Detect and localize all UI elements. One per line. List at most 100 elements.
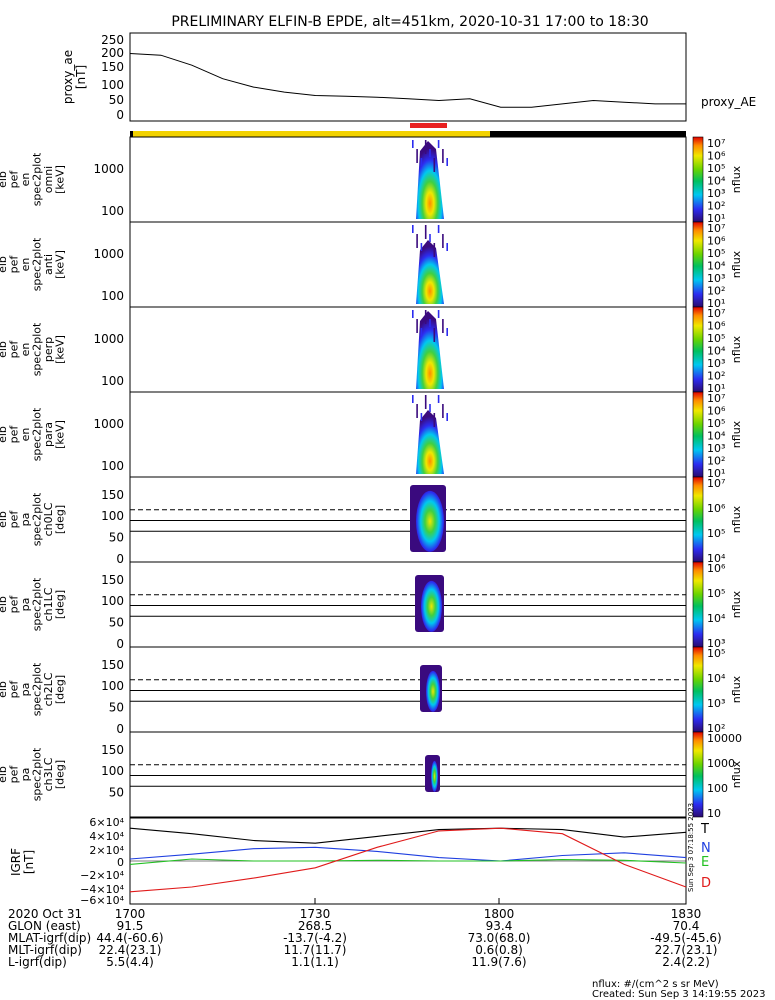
panel-ylabel-line: omni [42,166,55,193]
ae-ytick: 0 [116,108,124,122]
spectrogram-streak [442,234,444,248]
colorbar-tick: 10⁴ [707,345,726,358]
colorbar [692,391,704,478]
colorbar-label: nflux [730,760,743,788]
colorbar-tick: 10¹ [707,212,725,225]
spectrogram-streak [442,149,444,163]
pitch-angle-spectrograms: 150100500elbpefpaspec2plotch0LC[deg]10⁷1… [0,476,743,820]
spectrogram-streak [429,234,431,242]
colorbar-tick: 10⁷ [707,477,725,490]
colorbar-tick: 10⁵ [707,527,725,540]
energy-panel-1: 1000100elbpefenspec2plotanti[keV]10⁷10⁶1… [0,221,743,310]
xaxis-value: 1.1(1.1) [291,955,339,969]
colorbar-tick: 10⁶ [707,320,726,333]
spectrogram-streak [424,140,427,154]
xaxis-value: 93.4 [486,919,513,933]
colorbar-tick: 10⁶ [707,405,726,418]
colorbar-tick: 10⁵ [707,647,725,660]
panel-ylabel-line: pef [8,170,21,189]
spectrogram-streak [437,225,440,233]
ae-ytick: 100 [101,78,124,92]
spectrogram-flux [416,141,444,219]
spectrogram-streak [437,310,440,318]
colorbar-tick: 1000 [707,757,735,770]
colorbar-tick: 10⁴ [707,552,726,565]
spectrogram-streak [424,395,427,409]
panel-ylabel-line: spec2plot [31,492,44,546]
xaxis-value: 73.0(68.0) [468,931,531,945]
spectrogram-streak [442,404,444,418]
xaxis-value: 22.4(23.1) [99,943,162,957]
panel-frame [129,136,687,223]
ae-ytick: 50 [109,93,124,107]
spectrogram-streak [420,413,423,421]
colorbar-tick: 10³ [707,357,725,370]
colorbar-tick: 10 [707,807,721,820]
pa-ytick: 100 [101,764,124,778]
xaxis-row-label: MLAT-igrf(dip) [8,931,91,945]
panel-frame [129,391,687,478]
xaxis-value: 0.6(0.8) [475,943,523,957]
panel-ylabel-line: pef [8,595,21,614]
panel-ylabel-line: elb [0,341,9,358]
panel-ylabel-line: en [19,343,32,357]
spectrogram-streak [429,404,431,412]
pa-ytick: 50 [109,531,124,545]
energy-ytick: 1000 [93,332,124,346]
panel-ylabel-line: pef [8,765,21,784]
ae-ytick: 250 [101,33,124,47]
pa-ytick: 150 [101,488,124,502]
panel-ylabel-line: [keV] [54,335,67,364]
igrf-ylabel-line-1: IGRF [9,848,23,876]
energy-ytick: 100 [101,459,124,473]
energy-panel-0: 1000100elbpefenspec2plotomni[keV]10⁷10⁶1… [0,136,743,225]
panel-ylabel-line: elb [0,256,9,273]
colorbar-tick: 10⁶ [707,235,726,248]
panel-ylabel-line: elb [0,511,9,528]
spectrogram-flux [416,240,444,304]
xaxis-row-label: MLT-igrf(dip) [8,943,82,957]
colorbar-tick: 10¹ [707,382,725,395]
colorbar-tick: 10⁷ [707,392,725,405]
pa-ytick: 0 [116,637,124,651]
energy-ytick: 1000 [93,162,124,176]
colorbar-label: nflux [730,165,743,193]
spectrogram-streak [416,234,418,248]
spectrogram-streak [412,310,414,318]
panel-frame [129,646,687,733]
eclipse-bar [490,131,686,137]
spectrogram-streak [433,413,436,427]
igrf-legend-n: N [701,841,711,856]
xaxis-value: 1830 [671,907,702,921]
panel-ylabel-line: [deg] [54,675,67,704]
igrf-ytick: 0 [117,856,124,869]
spectrogram-streak [446,158,448,166]
panel-ylabel-line: pef [8,340,21,359]
igrf-ylabel-line-2: [nT] [22,850,36,874]
energy-panel-2: 1000100elbpefenspec2plotperp[keV]10⁷10⁶1… [0,306,743,395]
panel-frame [129,731,687,818]
pa-ytick: 100 [101,679,124,693]
energy-spectrograms: 1000100elbpefenspec2plotomni[keV]10⁷10⁶1… [0,136,743,480]
colorbar-tick: 10⁴ [707,672,726,685]
xaxis-row-label: L-igrf(dip) [8,955,67,969]
panel-ylabel-line: pa [19,768,32,782]
energy-panel-3: 1000100elbpefenspec2plotpara[keV]10⁷10⁶1… [0,391,743,480]
panel-ylabel-line: pa [19,513,32,527]
panel-frame [129,221,687,308]
panel-frame [129,476,687,563]
panel-ylabel-line: ch3LC [42,757,55,791]
pa-ytick: 150 [101,658,124,672]
spectrogram-streak [446,413,448,421]
xaxis-value: -49.5(-45.6) [650,931,721,945]
spectrogram-streak [433,243,436,257]
colorbar-tick: 10² [707,200,725,213]
xaxis-value: 70.4 [673,919,700,933]
panel-ylabel-line: elb [0,766,9,783]
spectrogram-flux [416,311,444,389]
